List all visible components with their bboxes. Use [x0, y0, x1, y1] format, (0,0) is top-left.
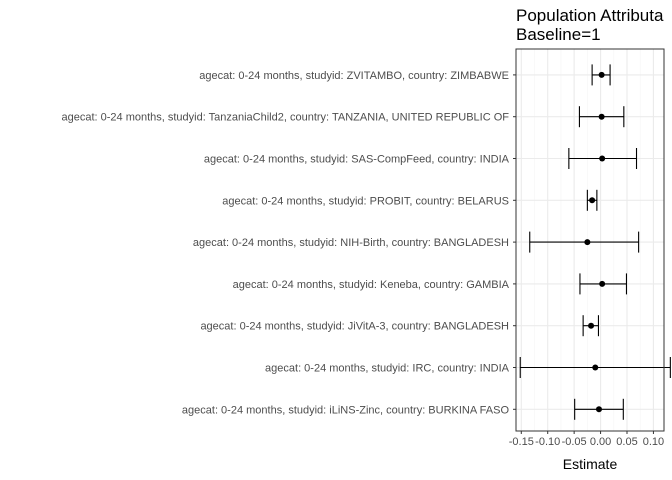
point-estimates: [584, 71, 606, 413]
y-tick-label: agecat: 0-24 months, studyid: ZVITAMBO, …: [199, 70, 509, 82]
point-estimate: [592, 364, 599, 371]
x-tick-label: 0.05: [616, 436, 637, 448]
y-tick-label: agecat: 0-24 months, studyid: Keneba, co…: [233, 279, 510, 291]
x-tick-label: -0.15: [509, 436, 534, 448]
ci-errorbar: [529, 231, 640, 253]
chart-title-line-2: Baseline=1: [516, 25, 601, 44]
confidence-intervals: [519, 64, 671, 420]
grid-lines: [516, 49, 664, 431]
plot-panel: [516, 49, 664, 431]
y-tick-label: agecat: 0-24 months, studyid: PROBIT, co…: [222, 195, 509, 207]
point-estimate: [598, 113, 605, 120]
y-tick-label: agecat: 0-24 months, studyid: iLiNS-Zinc…: [182, 404, 510, 416]
point-estimate: [599, 155, 606, 162]
x-tick-label: -0.05: [562, 436, 587, 448]
y-tick-label: agecat: 0-24 months, studyid: TanzaniaCh…: [61, 112, 509, 124]
point-estimate: [595, 406, 602, 413]
y-axis-labels: agecat: 0-24 months, studyid: ZVITAMBO, …: [61, 70, 516, 416]
y-tick-label: agecat: 0-24 months, studyid: SAS-CompFe…: [204, 154, 510, 166]
chart-title-line-1: Population Attributa: [516, 6, 664, 25]
point-estimate: [599, 280, 606, 287]
point-estimate: [598, 71, 605, 78]
x-tick-label: 0.10: [643, 436, 664, 448]
x-axis-title: Estimate: [563, 456, 618, 472]
x-tick-label: -0.10: [535, 436, 560, 448]
y-tick-label: agecat: 0-24 months, studyid: JiVitA-3, …: [200, 321, 509, 333]
y-tick-label: agecat: 0-24 months, studyid: IRC, count…: [265, 363, 510, 375]
panel-border: [515, 48, 665, 432]
y-tick-label: agecat: 0-24 months, studyid: NIH-Birth,…: [193, 237, 509, 249]
point-estimate: [589, 197, 596, 204]
point-estimate: [588, 322, 595, 329]
x-tick-label: 0.00: [590, 436, 611, 448]
point-estimate: [584, 239, 591, 246]
x-axis-ticks: -0.15 -0.10 -0.05 0.00 0.05 0.10: [509, 431, 664, 448]
